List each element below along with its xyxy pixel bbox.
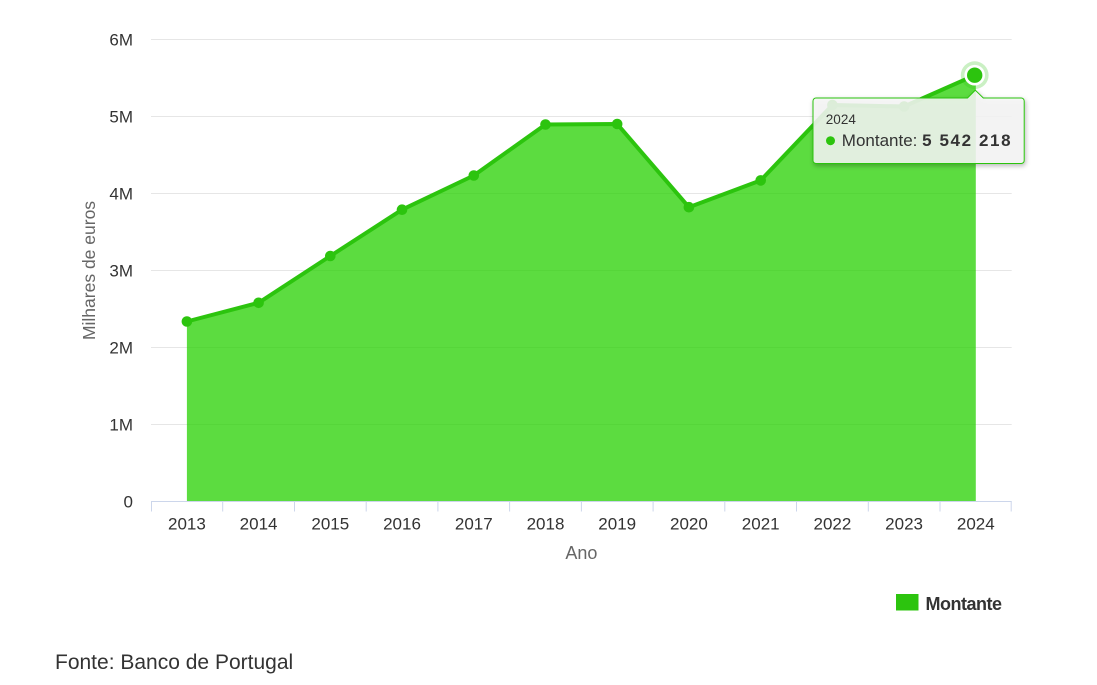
svg-text:2M: 2M bbox=[109, 339, 133, 358]
svg-text:5M: 5M bbox=[109, 108, 133, 127]
svg-text:2024: 2024 bbox=[826, 112, 857, 127]
svg-text:2017: 2017 bbox=[455, 515, 493, 534]
svg-text:Montante: 5 542 218: Montante: 5 542 218 bbox=[842, 131, 1012, 150]
svg-text:2022: 2022 bbox=[813, 515, 851, 534]
svg-text:2018: 2018 bbox=[527, 515, 565, 534]
svg-text:1M: 1M bbox=[109, 416, 133, 435]
svg-text:2019: 2019 bbox=[598, 515, 636, 534]
svg-text:2015: 2015 bbox=[311, 515, 349, 534]
svg-text:2024: 2024 bbox=[957, 515, 995, 534]
svg-text:2020: 2020 bbox=[670, 515, 708, 534]
svg-text:6M: 6M bbox=[109, 31, 133, 50]
svg-text:Fonte: Banco de Portugal: Fonte: Banco de Portugal bbox=[55, 651, 293, 674]
svg-text:2023: 2023 bbox=[885, 515, 923, 534]
svg-text:Ano: Ano bbox=[565, 543, 597, 563]
svg-text:2013: 2013 bbox=[168, 515, 206, 534]
svg-text:3M: 3M bbox=[109, 262, 133, 281]
svg-text:0: 0 bbox=[124, 493, 133, 512]
svg-text:4M: 4M bbox=[109, 185, 133, 204]
svg-text:Montante: Montante bbox=[926, 594, 1002, 614]
svg-text:2021: 2021 bbox=[742, 515, 780, 534]
svg-text:Milhares de euros: Milhares de euros bbox=[79, 201, 99, 340]
svg-text:2016: 2016 bbox=[383, 515, 421, 534]
svg-text:2014: 2014 bbox=[240, 515, 278, 534]
